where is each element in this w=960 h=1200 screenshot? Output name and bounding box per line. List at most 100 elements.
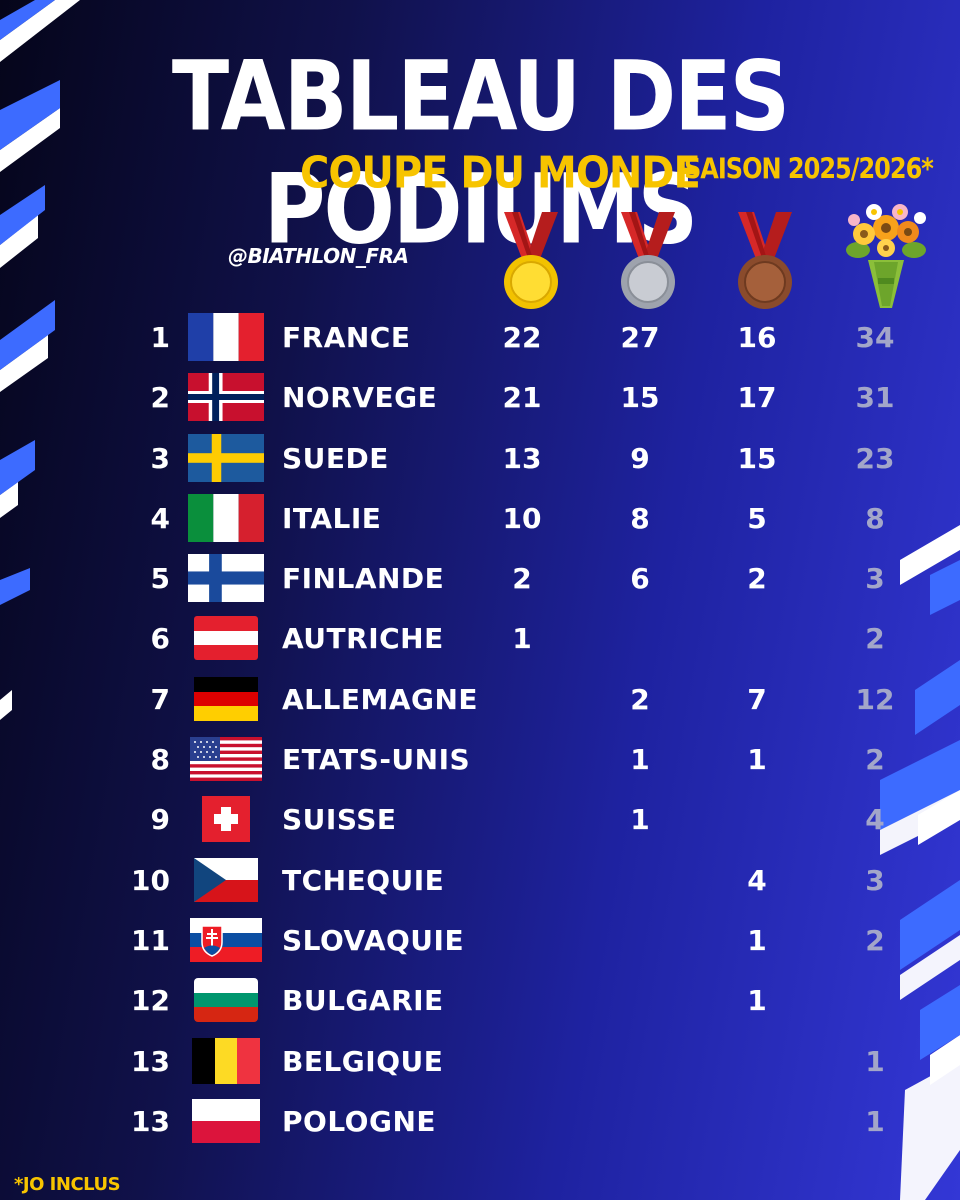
table-row: 3 SUEDE 13 9 15 23: [0, 430, 960, 490]
total-count: 2: [865, 622, 885, 656]
gold-count: 10: [502, 501, 542, 535]
total-count: 2: [865, 923, 885, 957]
bronze-count: 4: [747, 863, 767, 897]
gold-count: 22: [502, 321, 542, 354]
country-name: NORVEGE: [282, 381, 438, 415]
rank: 1: [150, 321, 170, 354]
table-row: 13 POLOGNE 1: [0, 1093, 960, 1153]
rank: 2: [150, 381, 170, 415]
total-count: 8: [865, 501, 885, 535]
total-count: 12: [855, 682, 895, 716]
silver-count: 6: [630, 562, 650, 596]
total-count: 3: [865, 562, 885, 596]
bronze-count: 17: [737, 381, 777, 415]
rank: 13: [131, 1104, 170, 1138]
total-count: 2: [865, 743, 885, 777]
poland-flag-icon: [188, 1097, 264, 1145]
silver-medal-icon: [613, 212, 683, 316]
country-name: AUTRICHE: [282, 622, 444, 656]
rank: 11: [131, 923, 170, 957]
silver-count: 1: [630, 803, 650, 837]
france-flag-icon: [188, 313, 264, 361]
subtitle: COUPE DU MONDE: [300, 148, 701, 199]
switzerland-flag-icon: [188, 795, 264, 843]
bronze-count: 16: [737, 321, 777, 354]
silver-count: 2: [630, 682, 650, 716]
gold-count: 2: [512, 562, 532, 596]
usa-flag-icon: [188, 735, 264, 783]
country-name: FINLANDE: [282, 562, 445, 596]
rank: 13: [131, 1044, 170, 1078]
table-row: 9 SUISSE 1 4: [0, 791, 960, 851]
country-name: BULGARIE: [282, 984, 444, 1018]
rank: 10: [131, 863, 170, 897]
total-count: 1: [865, 1104, 885, 1138]
sweden-flag-icon: [188, 433, 264, 482]
social-handle: @BIATHLON_FRA: [228, 244, 409, 268]
belgium-flag-icon: [188, 1037, 264, 1085]
rank: 9: [150, 803, 170, 837]
country-name: ETATS-UNIS: [282, 743, 471, 777]
table-row: 5 FINLANDE 2 6 2 3: [0, 550, 960, 610]
table-row: 11 SLOVAQUIE 1 2: [0, 912, 960, 972]
silver-count: 9: [630, 441, 650, 475]
flower-bouquet-icon: [838, 200, 934, 314]
gold-medal-icon: [496, 212, 566, 316]
country-name: FRANCE: [282, 321, 411, 354]
bronze-count: 1: [747, 743, 767, 777]
bronze-count: 2: [747, 562, 767, 596]
season-label: SAISON 2025/2026*: [684, 152, 934, 186]
table-row: 13 BELGIQUE 1: [0, 1033, 960, 1093]
table-row: 2 NORVEGE 21 15 17 31: [0, 369, 960, 429]
bronze-count: 5: [747, 501, 767, 535]
slovakia-flag-icon: [188, 916, 264, 964]
country-name: SUEDE: [282, 441, 389, 475]
bronze-count: 7: [747, 682, 767, 716]
table-row: 4 ITALIE 10 8 5 8: [0, 490, 960, 550]
czechia-flag-icon: [188, 856, 264, 904]
footnote: *JO INCLUS: [14, 1174, 121, 1195]
silver-count: 8: [630, 501, 650, 535]
table-row: 7 ALLEMAGNE 2 7 12: [0, 671, 960, 731]
country-name: SUISSE: [282, 803, 397, 837]
standings-table: 1 FRANCE 22 27 16 34 2 NORVEGE 21 15 17 …: [0, 309, 960, 1153]
total-count: 31: [855, 381, 895, 415]
table-row: 1 FRANCE 22 27 16 34: [0, 309, 960, 369]
gold-count: 1: [512, 622, 532, 656]
rank: 12: [131, 984, 170, 1018]
silver-count: 1: [630, 743, 650, 777]
table-row: 8 ETATS-UNIS 1 1: [0, 731, 960, 791]
total-count: 1: [865, 1044, 885, 1078]
bulgaria-flag-icon: [188, 976, 264, 1024]
country-name: ALLEMAGNE: [282, 682, 479, 716]
country-name: BELGIQUE: [282, 1044, 444, 1078]
table-row: 12 BULGARIE 1: [0, 972, 960, 1032]
table-row: 6 AUTRICHE 1 2: [0, 610, 960, 670]
gold-count: 21: [502, 381, 542, 415]
rank: 8: [150, 743, 170, 777]
country-name: POLOGNE: [282, 1104, 437, 1138]
total-count: 4: [865, 803, 885, 837]
finland-flag-icon: [188, 554, 264, 603]
total-count: 3: [865, 863, 885, 897]
norway-flag-icon: [188, 373, 264, 422]
rank: 7: [150, 682, 170, 716]
austria-flag-icon: [188, 614, 264, 662]
italy-flag-icon: [188, 493, 264, 542]
country-name: SLOVAQUIE: [282, 923, 465, 957]
table-row: 10 TCHEQUIE 4 3: [0, 852, 960, 912]
total-count: 34: [855, 321, 895, 354]
rank: 4: [150, 501, 170, 535]
total-count: 23: [855, 441, 895, 475]
gold-count: 13: [502, 441, 542, 475]
bronze-count: 1: [747, 984, 767, 1018]
country-name: ITALIE: [282, 501, 382, 535]
silver-count: 15: [620, 381, 660, 415]
silver-count: 27: [620, 321, 660, 354]
country-name: TCHEQUIE: [282, 863, 445, 897]
germany-flag-icon: [188, 675, 264, 723]
bronze-medal-icon: [730, 212, 800, 316]
rank: 3: [150, 441, 170, 475]
bronze-count: 1: [747, 923, 767, 957]
rank: 5: [150, 562, 170, 596]
